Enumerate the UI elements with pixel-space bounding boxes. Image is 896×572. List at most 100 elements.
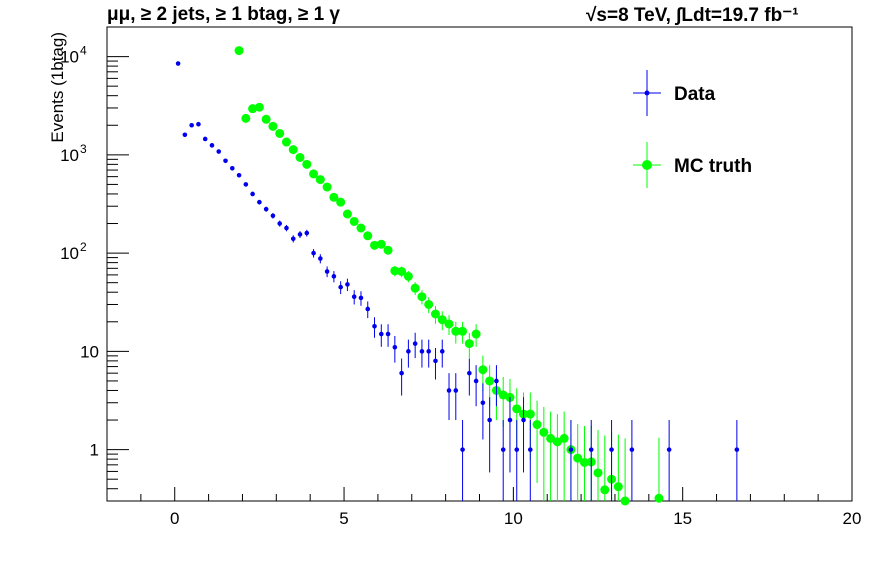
data-point — [507, 397, 513, 473]
marker — [288, 145, 298, 155]
data-point — [446, 373, 452, 421]
data-point — [433, 347, 438, 380]
data-point — [412, 332, 418, 359]
x-tick-label: 20 — [843, 509, 862, 528]
data-point — [311, 249, 316, 258]
marker — [329, 192, 339, 202]
mc-point — [424, 297, 434, 314]
marker — [281, 137, 291, 147]
data-point — [304, 229, 310, 237]
mc-point — [281, 137, 291, 147]
marker — [234, 46, 244, 56]
data-point — [372, 317, 377, 338]
lumi-label: √s=8 TeV, ∫Ldt=19.7 fb⁻¹ — [586, 5, 799, 26]
data-point — [514, 420, 520, 501]
marker — [351, 294, 357, 299]
legend-data: Data — [633, 70, 716, 116]
data-point — [500, 420, 506, 501]
mc-point — [302, 159, 312, 169]
marker — [512, 404, 522, 414]
marker — [460, 447, 465, 452]
marker — [473, 378, 479, 384]
marker — [451, 326, 461, 336]
marker — [311, 250, 316, 256]
data-point — [270, 213, 276, 219]
data-point — [351, 290, 357, 305]
marker — [182, 132, 188, 138]
marker — [248, 104, 258, 114]
mc-point — [370, 240, 380, 250]
data-point — [324, 266, 330, 278]
mc-point — [349, 216, 359, 226]
data-point — [358, 291, 364, 306]
legend-mc-truth: MC truth — [633, 142, 752, 188]
marker — [236, 172, 242, 178]
marker — [600, 485, 610, 495]
mc-point — [593, 430, 603, 501]
data-point — [216, 149, 222, 154]
marker — [478, 365, 488, 375]
marker — [331, 274, 337, 279]
mc-point — [390, 265, 400, 277]
marker — [345, 282, 350, 287]
mc-point — [254, 102, 264, 112]
marker — [277, 221, 283, 226]
mc-point — [288, 145, 298, 155]
marker — [363, 231, 373, 241]
marker — [521, 417, 526, 423]
marker — [390, 266, 400, 276]
y-axis-title: Events (1btag) — [48, 32, 67, 143]
mc-point — [356, 223, 366, 233]
marker — [284, 225, 289, 231]
marker — [216, 149, 222, 154]
data-point — [243, 182, 249, 187]
marker — [297, 232, 303, 237]
data-point — [250, 191, 255, 197]
data-point — [338, 281, 343, 295]
y-tick-exponent: 2 — [80, 240, 87, 254]
marker — [229, 165, 235, 171]
marker — [202, 136, 208, 142]
mc-point — [546, 411, 556, 501]
marker — [257, 199, 262, 205]
mc-point — [234, 46, 244, 56]
marker — [275, 128, 285, 138]
mc-point — [410, 282, 420, 296]
mc-point — [498, 376, 508, 427]
mc-point — [397, 266, 407, 278]
marker — [356, 223, 366, 233]
marker — [559, 433, 569, 443]
marker — [399, 370, 404, 376]
marker — [268, 121, 278, 131]
y-tick-label: 10 — [80, 342, 99, 361]
marker — [392, 344, 398, 350]
marker — [315, 175, 325, 185]
data-point — [175, 61, 181, 66]
data-point — [331, 271, 337, 283]
mc-point — [430, 306, 440, 324]
data-point — [202, 136, 208, 142]
marker — [552, 437, 562, 447]
data-point — [365, 301, 371, 319]
data-point — [392, 336, 398, 363]
marker — [446, 388, 452, 393]
marker — [568, 447, 574, 452]
data-point — [666, 420, 672, 501]
marker — [525, 409, 535, 419]
data-point — [527, 420, 533, 501]
marker — [378, 331, 384, 337]
marker — [620, 496, 630, 506]
marker — [336, 197, 346, 207]
mc-point — [471, 324, 481, 347]
marker — [532, 420, 542, 430]
marker — [358, 295, 364, 301]
marker — [302, 159, 312, 169]
mc-point — [248, 104, 258, 114]
data-point — [196, 121, 201, 127]
marker — [250, 191, 255, 197]
marker — [241, 113, 251, 123]
marker — [609, 447, 614, 452]
marker — [573, 453, 583, 463]
data-point — [473, 365, 479, 407]
data-point — [453, 373, 459, 421]
